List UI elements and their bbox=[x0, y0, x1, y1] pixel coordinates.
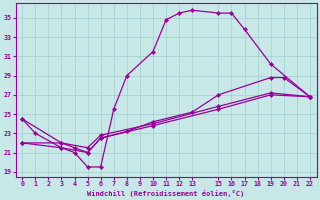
X-axis label: Windchill (Refroidissement éolien,°C): Windchill (Refroidissement éolien,°C) bbox=[87, 190, 245, 197]
